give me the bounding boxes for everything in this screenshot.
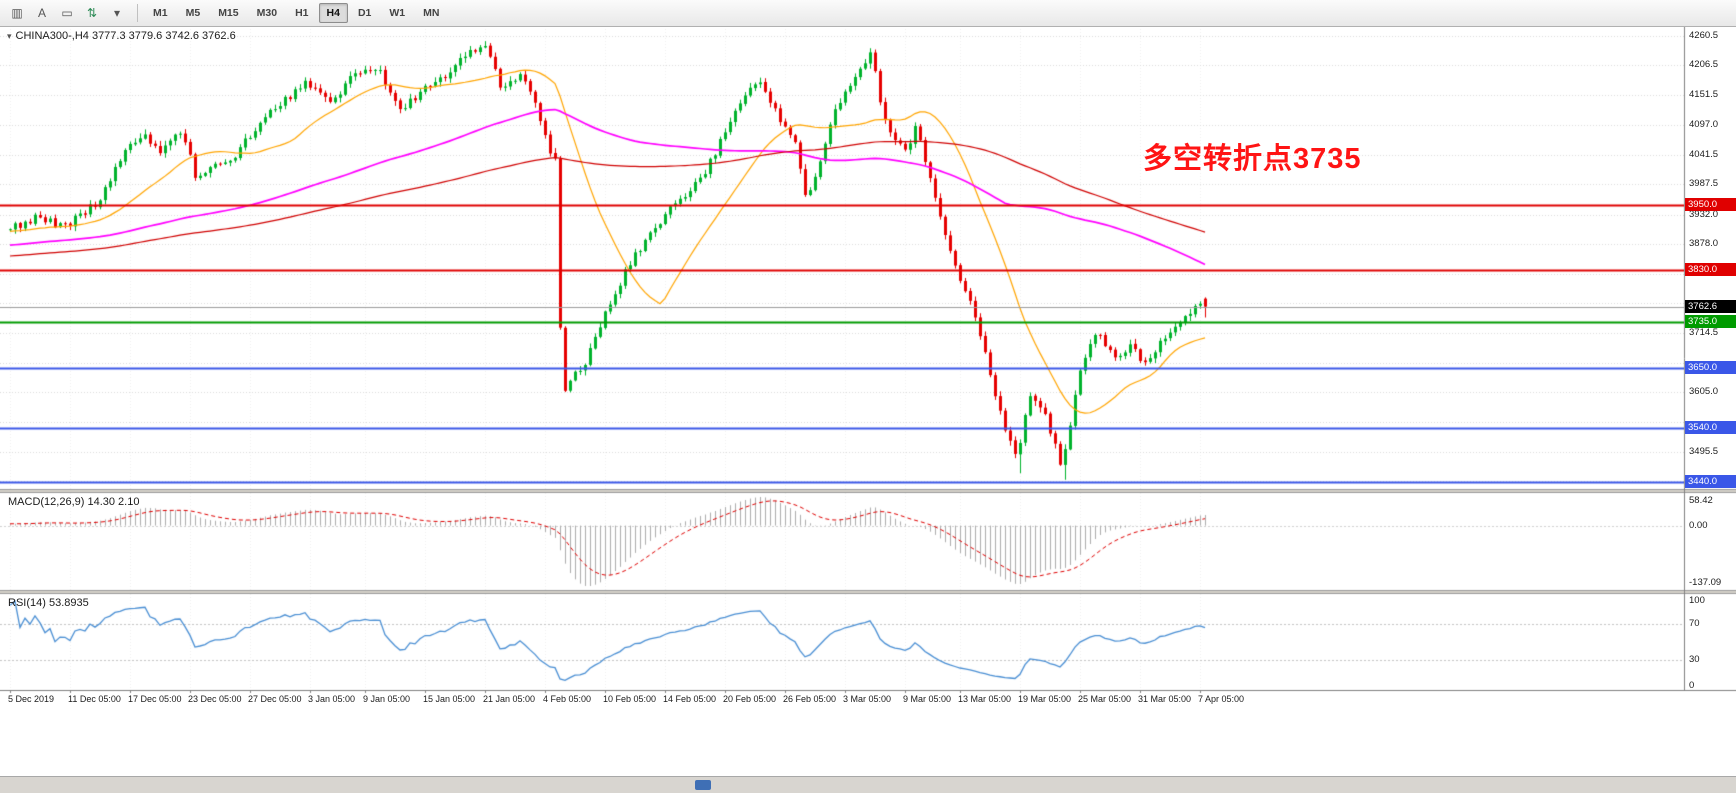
time-axis-label: 23 Dec 05:00: [188, 694, 242, 704]
time-axis-label: 7 Apr 05:00: [1198, 694, 1245, 704]
text-label-icon: A: [37, 6, 46, 20]
price-axis-tick: 3987.5: [1689, 178, 1719, 190]
bottom-bar-indicator[interactable]: [695, 780, 711, 790]
time-axis-label: 25 Mar 05:00: [1078, 694, 1132, 704]
toolbar-separator: [137, 4, 138, 22]
time-axis-label: 31 Mar 05:00: [1138, 694, 1192, 704]
price-axis-tick: 4206.5: [1689, 59, 1719, 71]
level-price-tag[interactable]: 3540.0: [1685, 420, 1736, 434]
chart-ohlc-readout: CHINA300-,H4 3777.3 3779.6 3742.6 3762.6: [15, 30, 236, 42]
time-axis-label: 9 Mar 05:00: [903, 694, 952, 704]
level-price-tag[interactable]: 3650.0: [1685, 360, 1736, 374]
time-axis-label: 19 Mar 05:00: [1018, 694, 1072, 704]
time-axis-label: 3 Jan 05:00: [308, 694, 356, 704]
toolbar: ▥ A ▭ ⇅ ▾ M1 M5 M15 M30 H1 H4 D1 W1 MN: [0, 0, 1736, 27]
time-axis-label: 17 Dec 05:00: [128, 694, 182, 704]
timeframe-m15-button[interactable]: M15: [218, 7, 239, 19]
timeframe-h4-button[interactable]: H4: [318, 3, 348, 23]
timeframe-h1-button[interactable]: H1: [295, 7, 309, 19]
level-price-tag[interactable]: 3950.0: [1685, 197, 1736, 211]
tool-object-frame-button[interactable]: ▭: [55, 3, 79, 24]
current-price-tag: 3762.6: [1685, 299, 1736, 313]
rsi-axis-label: 100: [1689, 595, 1705, 606]
charts-icon: ▥: [11, 6, 23, 20]
price-axis-tick: 3495.5: [1689, 445, 1719, 457]
time-axis-label: 26 Feb 05:00: [783, 694, 837, 704]
tool-draw-arrows-button[interactable]: ⇅: [80, 3, 104, 24]
time-axis-label: 9 Jan 05:00: [363, 694, 411, 704]
time-axis-label: 20 Feb 05:00: [723, 694, 777, 704]
chart-container: ▾ CHINA300-,H4 3777.3 3779.6 3742.6 3762.…: [0, 27, 1736, 776]
bottom-bar: [0, 776, 1736, 793]
timeframe-m1-button[interactable]: M1: [153, 7, 168, 19]
price-axis-tick: 3932.0: [1689, 208, 1719, 220]
tool-charts-button[interactable]: ▥: [5, 3, 29, 24]
more-dropdown-icon: ▾: [113, 6, 121, 20]
time-axis-label: 11 Dec 05:00: [68, 694, 121, 704]
chart-legend: ▾ CHINA300-,H4 3777.3 3779.6 3742.6 3762.…: [7, 30, 236, 42]
rsi-axis-label: 30: [1689, 653, 1700, 665]
timeframe-button-group: M1 M5 M15 M30 H1 H4 D1 W1 MN: [145, 3, 449, 23]
macd-axis-label: -137.09: [1689, 577, 1722, 589]
time-axis-label: 3 Mar 05:00: [843, 694, 892, 704]
rsi-axis-label: 70: [1689, 618, 1700, 630]
level-price-tag[interactable]: 3440.0: [1685, 474, 1736, 488]
object-frame-icon: ▭: [61, 6, 73, 20]
chart-annotation-text[interactable]: 多空转折点3735: [1143, 143, 1362, 175]
price-axis-tick: 4041.5: [1689, 149, 1719, 161]
timeframe-d1-button[interactable]: D1: [357, 7, 372, 19]
time-axis-label: 5 Dec 2019: [8, 694, 55, 704]
tool-more-dropdown-button[interactable]: ▾: [105, 3, 129, 24]
toolbar-tools-group: ▥ A ▭ ⇅ ▾: [5, 3, 130, 24]
price-axis-tick: 4260.5: [1689, 30, 1719, 42]
price-axis-tick: 3605.0: [1689, 386, 1719, 398]
timeframe-m30-button[interactable]: M30: [256, 7, 278, 19]
level-price-tag[interactable]: 3830.0: [1685, 263, 1736, 276]
time-axis-label: 13 Mar 05:00: [958, 694, 1012, 704]
price-axis-tick: 3714.5: [1689, 326, 1719, 338]
time-axis-label: 15 Jan 05:00: [423, 694, 476, 704]
time-axis-label: 4 Feb 05:00: [543, 694, 592, 704]
macd-axis-label: 58.42: [1689, 495, 1713, 506]
time-axis-label: 10 Feb 05:00: [603, 694, 657, 704]
price-axis-tick: 3878.0: [1689, 237, 1719, 249]
tool-text-label-button[interactable]: A: [30, 3, 54, 24]
time-axis-label: 14 Feb 05:00: [663, 694, 717, 704]
draw-arrows-icon: ⇅: [86, 6, 98, 20]
timeframe-w1-button[interactable]: W1: [389, 7, 406, 19]
timeframe-mn-button[interactable]: MN: [423, 7, 440, 19]
price-axis-tick: 4151.5: [1689, 89, 1719, 101]
macd-indicator-label: MACD(12,26,9) 14.30 2.10: [8, 496, 140, 508]
timeframe-m5-button[interactable]: M5: [185, 7, 201, 19]
time-axis-label: 21 Jan 05:00: [483, 694, 536, 704]
macd-axis-label: 0.00: [1689, 519, 1708, 531]
legend-collapse-icon[interactable]: ▾: [7, 31, 12, 41]
level-price-tag[interactable]: 3735.0: [1685, 314, 1736, 328]
rsi-axis-label: 0: [1689, 680, 1695, 691]
price-axis-tick: 4097.0: [1689, 118, 1719, 130]
price-chart-canvas[interactable]: [0, 27, 1736, 776]
time-axis-label: 27 Dec 05:00: [248, 694, 302, 704]
rsi-indicator-label: RSI(14) 53.8935: [8, 597, 89, 609]
